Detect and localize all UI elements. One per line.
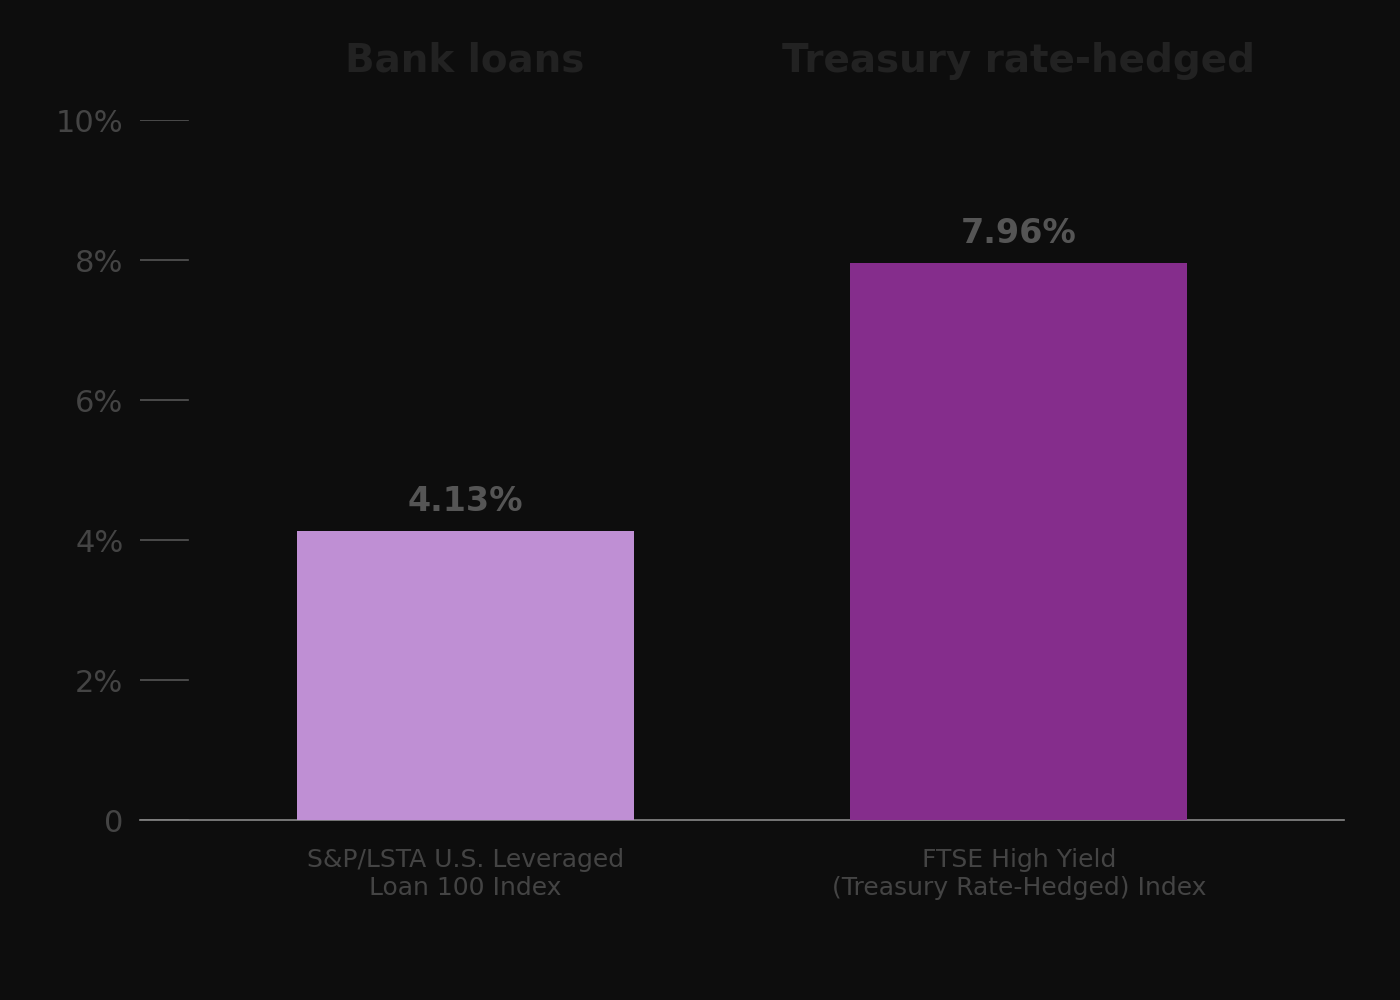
Text: 4.13%: 4.13% <box>407 485 522 518</box>
Text: Treasury rate-hedged: Treasury rate-hedged <box>783 42 1256 80</box>
Text: 7.96%: 7.96% <box>960 217 1077 250</box>
Text: Bank loans: Bank loans <box>346 42 585 80</box>
Bar <box>850 263 1187 820</box>
Bar <box>297 531 634 820</box>
